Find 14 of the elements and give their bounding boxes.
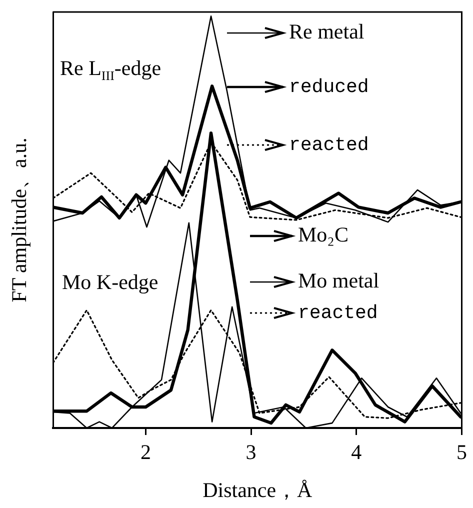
annotation: Mo K-edge — [62, 270, 158, 294]
legend-label: reacted — [289, 134, 369, 156]
legend-label: Re metal — [289, 20, 364, 44]
legend-label: reduced — [289, 76, 369, 98]
legend-label: Mo₂C — [298, 222, 349, 247]
y-axis-title: FT amplitude、a.u. — [7, 138, 32, 302]
annotation: Re L$_{III}$-edge — [60, 56, 162, 84]
x-tick-label: 4 — [351, 440, 362, 464]
legend-label: reacted — [298, 302, 378, 324]
x-tick-label: 3 — [246, 440, 256, 464]
x-tick-label: 5 — [456, 440, 467, 464]
x-tick-label: 2 — [140, 440, 151, 464]
legend-label: Mo metal — [298, 268, 380, 293]
x-axis-title: Distance，Å — [202, 478, 314, 502]
